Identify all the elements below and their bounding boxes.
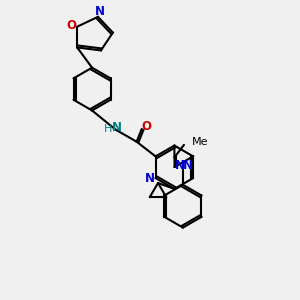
Text: N: N (182, 159, 192, 172)
Text: O: O (141, 120, 151, 133)
Text: Me: Me (191, 137, 208, 147)
Text: N: N (145, 172, 155, 185)
Text: N: N (175, 159, 185, 172)
Text: O: O (67, 19, 77, 32)
Text: H: H (104, 124, 112, 134)
Text: N: N (94, 5, 104, 18)
Text: N: N (112, 121, 122, 134)
